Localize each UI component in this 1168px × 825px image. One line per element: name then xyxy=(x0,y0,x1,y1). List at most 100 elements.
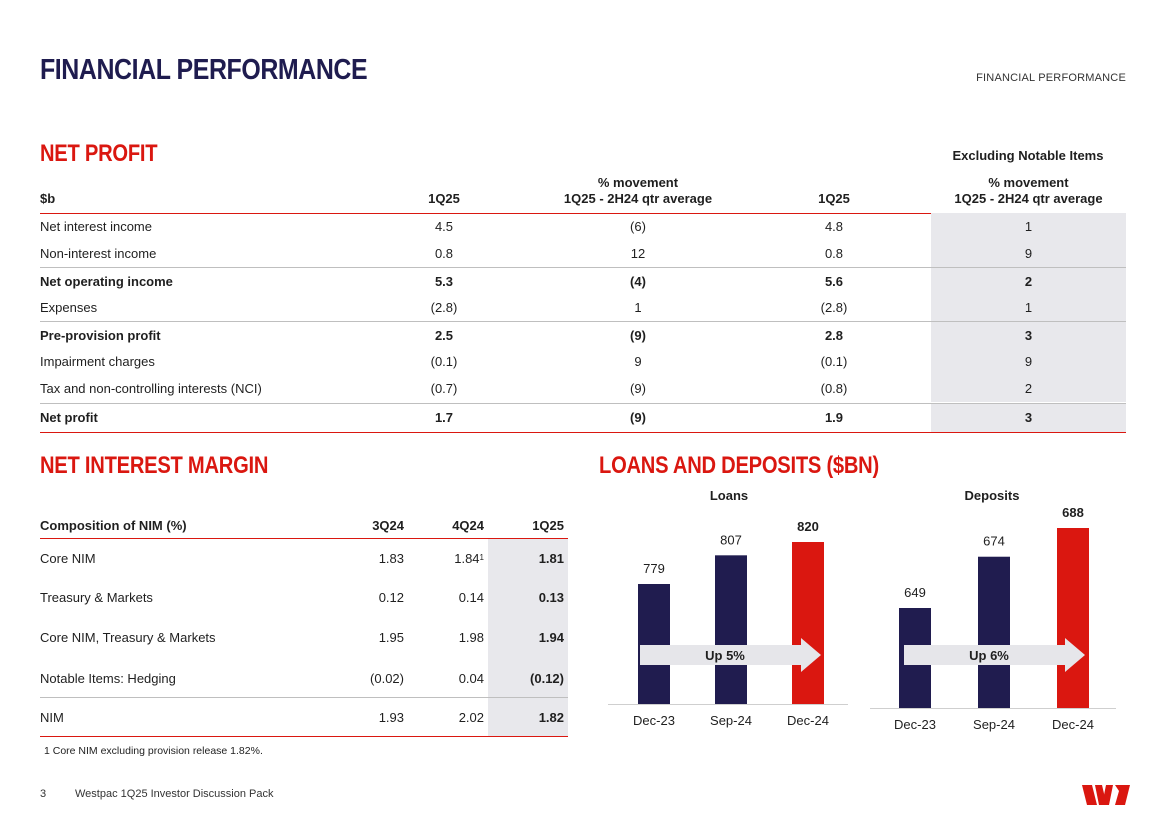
cell-3q24: 1.93 xyxy=(378,709,404,725)
row-label: Pre-provision profit xyxy=(40,328,161,343)
net-profit-row: Net interest income 4.5 (6) 4.8 1 xyxy=(40,213,1126,240)
growth-arrow-icon xyxy=(904,638,1085,672)
nim-table-bottom-rule xyxy=(40,736,568,737)
cell-ex-movement: 2 xyxy=(1024,381,1033,396)
net-profit-row: Expenses (2.8) 1 (2.8) 1 xyxy=(40,294,1126,321)
nim-footnote: 1 Core NIM excluding provision release 1… xyxy=(44,745,263,757)
growth-annotation: Up 5% xyxy=(705,648,745,663)
growth-arrow-icon xyxy=(640,638,821,672)
cell-ex-movement: 1 xyxy=(1024,219,1033,234)
cell-1q25: (0.7) xyxy=(430,381,458,396)
col-ex-movement-header: % movement 1Q25 - 2H24 qtr average xyxy=(954,175,1103,206)
cell-movement: 1 xyxy=(634,300,642,315)
col-1q25-header: 1Q25 xyxy=(428,191,460,206)
net-profit-row: Net profit 1.7 (9) 1.9 3 xyxy=(40,403,1126,432)
section-label: FINANCIAL PERFORMANCE xyxy=(976,72,1126,84)
cell-ex-1q25: 5.6 xyxy=(824,274,844,289)
nim-separator xyxy=(40,697,568,698)
bar xyxy=(792,542,824,704)
cell-ex-movement: 3 xyxy=(1024,328,1033,343)
cell-1q25: (0.12) xyxy=(530,671,564,686)
nim-row: Core NIM 1.83 1.84 1 1.81 xyxy=(40,539,568,577)
net-profit-row: Non-interest income 0.8 12 0.8 9 xyxy=(40,240,1126,267)
cell-ex-1q25: 0.8 xyxy=(824,246,844,261)
cell-1q25: 2.5 xyxy=(434,328,454,343)
category-label: Dec-24 xyxy=(1052,717,1094,732)
nim-heading: NET INTEREST MARGIN xyxy=(40,452,269,479)
row-label: Net profit xyxy=(40,410,98,425)
loans-chart: Loans 779 Dec-23 807 Sep-24 820 Dec-24 Up 5% xyxy=(608,488,848,728)
row-label: Expenses xyxy=(40,300,98,315)
nim-col-4q24: 4Q24 xyxy=(452,517,484,533)
highlight-cell-bg xyxy=(931,404,1126,432)
cell-4q24: 1.84 1 xyxy=(454,550,484,566)
cell-ex-1q25: 1.9 xyxy=(824,410,844,425)
cell-1q25: 1.94 xyxy=(538,630,564,645)
cell-ex-movement: 9 xyxy=(1024,354,1033,369)
page-title: FINANCIAL PERFORMANCE xyxy=(40,54,368,86)
highlight-cell-bg xyxy=(488,577,568,618)
category-label: Sep-24 xyxy=(973,717,1015,732)
highlight-cell-bg xyxy=(931,322,1126,348)
growth-annotation: Up 6% xyxy=(969,648,1009,663)
bar-value-label: 820 xyxy=(797,519,819,534)
nim-row: Notable Items: Hedging (0.02) 0.04 (0.12) xyxy=(40,658,568,699)
cell-1q25: 1.82 xyxy=(538,709,564,725)
cell-ex-1q25: (2.8) xyxy=(820,300,848,315)
row-label: Net interest income xyxy=(40,219,152,234)
cell-ex-1q25: (0.8) xyxy=(820,381,848,396)
cell-ex-movement: 9 xyxy=(1024,246,1033,261)
cell-3q24: 1.83 xyxy=(378,550,404,566)
highlight-cell-bg xyxy=(488,658,568,699)
cell-1q25: 0.13 xyxy=(538,590,564,605)
bar xyxy=(978,556,1010,708)
bar xyxy=(715,555,747,704)
highlight-cell-bg xyxy=(931,294,1126,321)
bar-value-label: 674 xyxy=(983,534,1005,549)
cell-1q25: 4.5 xyxy=(434,219,454,234)
category-label: Dec-24 xyxy=(787,713,829,728)
row-label: Impairment charges xyxy=(40,354,155,369)
cell-1q25: 0.8 xyxy=(434,246,454,261)
cell-movement: (9) xyxy=(630,410,646,425)
chart-title: Loans xyxy=(710,488,748,503)
cell-1q25: 1.81 xyxy=(538,550,564,566)
excluding-notable-items-label: Excluding Notable Items xyxy=(952,148,1104,163)
net-profit-header-row: $b 1Q25 % movement 1Q25 - 2H24 qtr avera… xyxy=(40,172,1126,214)
cell-4q24: 0.04 xyxy=(458,671,484,686)
chart-title: Deposits xyxy=(965,488,1020,503)
cell-1q25: (0.1) xyxy=(430,354,458,369)
cell-ex-1q25: 4.8 xyxy=(824,219,844,234)
col-ex-1q25-header: 1Q25 xyxy=(818,191,850,206)
nim-row-label: Notable Items: Hedging xyxy=(40,671,176,686)
cell-3q24: 1.95 xyxy=(378,630,404,645)
nim-row-label: Core NIM xyxy=(40,550,96,566)
category-label: Dec-23 xyxy=(633,713,675,728)
cell-4q24: 2.02 xyxy=(458,709,484,725)
category-label: Sep-24 xyxy=(710,713,752,728)
cell-3q24: 0.12 xyxy=(378,590,404,605)
nim-col-1q25: 1Q25 xyxy=(532,517,564,533)
nim-row-label: NIM xyxy=(40,709,64,725)
cell-4q24: 1.98 xyxy=(458,630,484,645)
highlight-cell-bg xyxy=(488,698,568,736)
cell-ex-movement: 2 xyxy=(1024,274,1033,289)
nim-col-3q24: 3Q24 xyxy=(372,517,404,533)
row-label: Non-interest income xyxy=(40,246,157,261)
bar xyxy=(1057,528,1089,708)
loans-deposits-heading: LOANS AND DEPOSITS ($BN) xyxy=(599,452,879,479)
cell-3q24: (0.02) xyxy=(370,671,404,686)
row-label: Tax and non-controlling interests (NCI) xyxy=(40,381,262,396)
page-number: 3 xyxy=(40,788,47,800)
net-profit-heading: NET PROFIT xyxy=(40,140,158,167)
cell-movement: (9) xyxy=(630,328,646,343)
cell-ex-movement: 1 xyxy=(1024,300,1033,315)
westpac-logo-icon xyxy=(1082,785,1130,805)
highlight-cell-bg xyxy=(931,240,1126,267)
nim-row: NIM 1.93 2.02 1.82 xyxy=(40,698,568,736)
col-movement-header: % movement 1Q25 - 2H24 qtr average xyxy=(563,175,713,206)
row-label: Net operating income xyxy=(40,274,173,289)
nim-row: Core NIM, Treasury & Markets 1.95 1.98 1.94 xyxy=(40,617,568,658)
cell-movement: (4) xyxy=(630,274,646,289)
net-profit-row: Net operating income 5.3 (4) 5.6 2 xyxy=(40,267,1126,294)
